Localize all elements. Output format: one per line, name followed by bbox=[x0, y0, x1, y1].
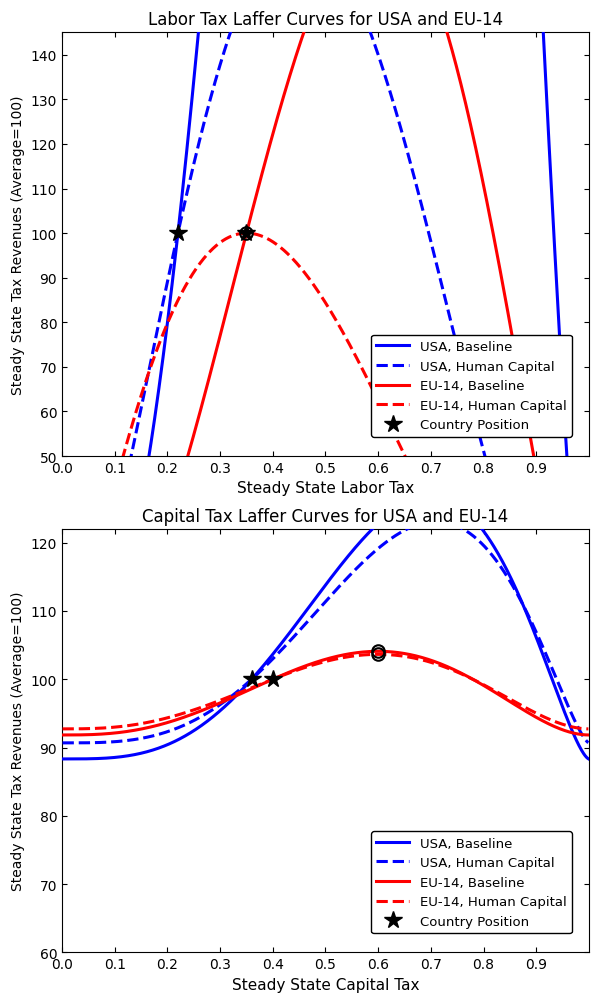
X-axis label: Steady State Capital Tax: Steady State Capital Tax bbox=[232, 977, 419, 992]
Title: Capital Tax Laffer Curves for USA and EU-14: Capital Tax Laffer Curves for USA and EU… bbox=[142, 508, 509, 525]
Y-axis label: Steady State Tax Revenues (Average=100): Steady State Tax Revenues (Average=100) bbox=[11, 95, 25, 394]
X-axis label: Steady State Labor Tax: Steady State Labor Tax bbox=[237, 481, 414, 495]
Y-axis label: Steady State Tax Revenues (Average=100): Steady State Tax Revenues (Average=100) bbox=[11, 592, 25, 891]
Title: Labor Tax Laffer Curves for USA and EU-14: Labor Tax Laffer Curves for USA and EU-1… bbox=[148, 11, 503, 29]
Legend: USA, Baseline, USA, Human Capital, EU-14, Baseline, EU-14, Human Capital, Countr: USA, Baseline, USA, Human Capital, EU-14… bbox=[371, 831, 572, 933]
Legend: USA, Baseline, USA, Human Capital, EU-14, Baseline, EU-14, Human Capital, Countr: USA, Baseline, USA, Human Capital, EU-14… bbox=[371, 335, 572, 437]
